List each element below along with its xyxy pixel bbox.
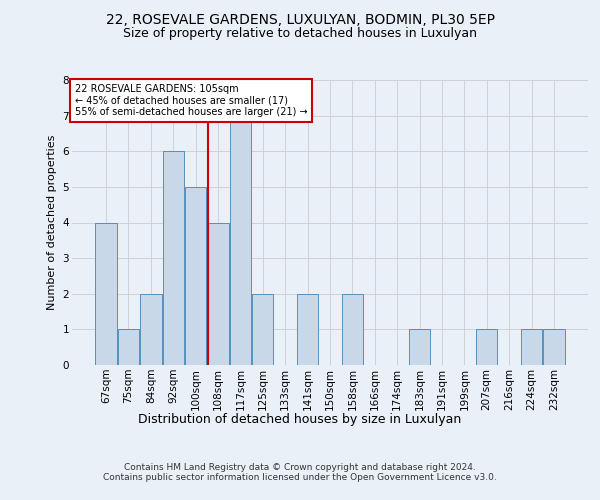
Bar [543,330,565,365]
Y-axis label: Number of detached properties: Number of detached properties [47,135,57,310]
Bar [409,330,430,365]
Bar [140,294,161,365]
Bar [95,222,117,365]
Bar [521,330,542,365]
Text: Size of property relative to detached houses in Luxulyan: Size of property relative to detached ho… [123,28,477,40]
Bar [342,294,363,365]
Bar [476,330,497,365]
Bar [297,294,318,365]
Bar [208,222,229,365]
Bar [252,294,274,365]
Text: Distribution of detached houses by size in Luxulyan: Distribution of detached houses by size … [139,412,461,426]
Bar [118,330,139,365]
Bar [163,151,184,365]
Text: 22, ROSEVALE GARDENS, LUXULYAN, BODMIN, PL30 5EP: 22, ROSEVALE GARDENS, LUXULYAN, BODMIN, … [106,12,494,26]
Text: Contains HM Land Registry data © Crown copyright and database right 2024.
Contai: Contains HM Land Registry data © Crown c… [103,462,497,482]
Text: 22 ROSEVALE GARDENS: 105sqm
← 45% of detached houses are smaller (17)
55% of sem: 22 ROSEVALE GARDENS: 105sqm ← 45% of det… [74,84,307,117]
Bar [230,116,251,365]
Bar [185,187,206,365]
